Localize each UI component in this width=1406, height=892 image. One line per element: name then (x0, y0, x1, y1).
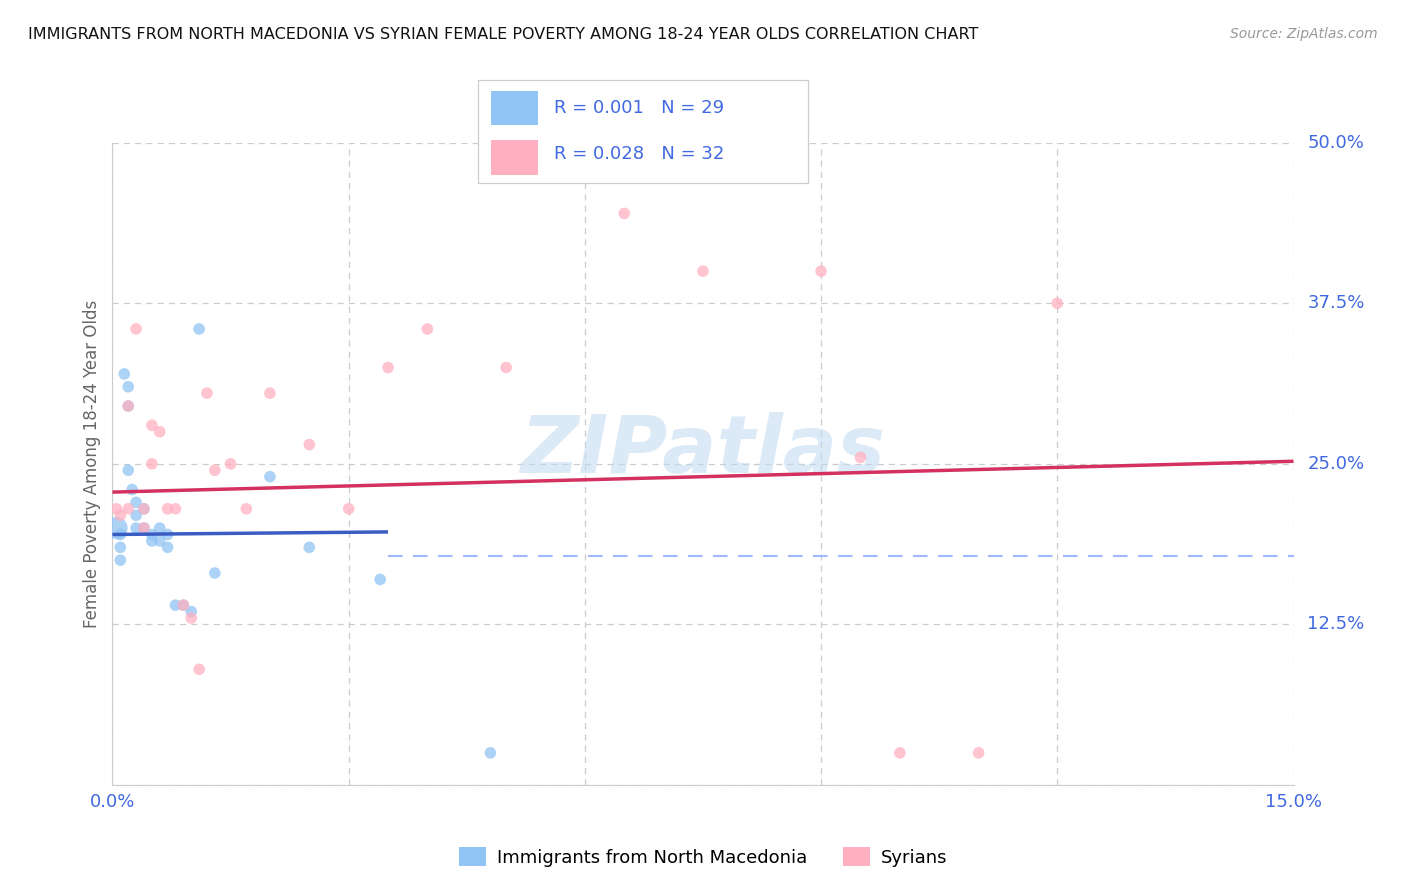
Text: R = 0.028   N = 32: R = 0.028 N = 32 (554, 145, 724, 163)
Legend: Immigrants from North Macedonia, Syrians: Immigrants from North Macedonia, Syrians (451, 840, 955, 874)
Point (195, 386, 218, 401)
Point (112, 367, 135, 381)
Point (172, 598, 194, 612)
Point (180, 605, 202, 619)
Point (204, 463, 226, 477)
Point (132, 501, 155, 516)
Point (132, 521, 155, 535)
Point (967, 746, 990, 760)
Point (377, 360, 399, 375)
Point (132, 521, 155, 535)
Point (149, 533, 172, 548)
Text: 37.5%: 37.5% (1308, 294, 1365, 312)
Point (849, 450, 872, 465)
Text: ZIPatlas: ZIPatlas (520, 412, 886, 490)
Point (337, 501, 360, 516)
Point (172, 598, 194, 612)
Text: IMMIGRANTS FROM NORTH MACEDONIA VS SYRIAN FEMALE POVERTY AMONG 18-24 YEAR OLDS C: IMMIGRANTS FROM NORTH MACEDONIA VS SYRIA… (28, 27, 979, 42)
Point (692, 264, 714, 278)
Point (180, 611, 202, 625)
Point (479, 746, 502, 760)
Point (235, 501, 257, 516)
Point (141, 527, 163, 541)
Point (889, 746, 911, 760)
Point (117, 399, 139, 413)
Point (810, 264, 832, 278)
Point (117, 399, 139, 413)
Point (156, 527, 179, 541)
Point (298, 541, 321, 555)
Text: 25.0%: 25.0% (1308, 455, 1365, 473)
Point (110, 541, 132, 555)
FancyBboxPatch shape (491, 140, 537, 175)
Point (259, 469, 281, 483)
Point (149, 425, 172, 439)
Point (121, 483, 143, 497)
Point (110, 553, 132, 567)
Text: 50.0%: 50.0% (1308, 134, 1364, 152)
Point (141, 457, 163, 471)
Point (416, 322, 439, 336)
Point (495, 360, 517, 375)
Point (117, 501, 139, 516)
Text: Source: ZipAtlas.com: Source: ZipAtlas.com (1230, 27, 1378, 41)
Point (149, 521, 172, 535)
Point (259, 386, 281, 401)
Point (368, 573, 391, 587)
Point (125, 495, 148, 509)
Point (1046, 296, 1069, 310)
Point (613, 206, 636, 220)
Point (125, 322, 148, 336)
FancyBboxPatch shape (491, 91, 537, 126)
Point (165, 501, 187, 516)
Point (141, 418, 163, 433)
Point (204, 566, 226, 580)
Point (156, 501, 179, 516)
Point (141, 533, 163, 548)
Y-axis label: Female Poverty Among 18-24 Year Olds: Female Poverty Among 18-24 Year Olds (83, 300, 101, 628)
Point (110, 508, 132, 523)
Point (298, 437, 321, 451)
Point (117, 463, 139, 477)
Point (188, 322, 211, 336)
Point (105, 501, 128, 516)
Point (125, 508, 148, 523)
Point (165, 598, 187, 612)
Text: 12.5%: 12.5% (1308, 615, 1365, 633)
Point (117, 380, 139, 394)
Text: R = 0.001   N = 29: R = 0.001 N = 29 (554, 99, 724, 117)
Point (125, 521, 148, 535)
Point (105, 521, 128, 535)
Point (188, 662, 211, 676)
Point (132, 501, 155, 516)
Point (156, 541, 179, 555)
Point (110, 527, 132, 541)
Point (219, 457, 242, 471)
